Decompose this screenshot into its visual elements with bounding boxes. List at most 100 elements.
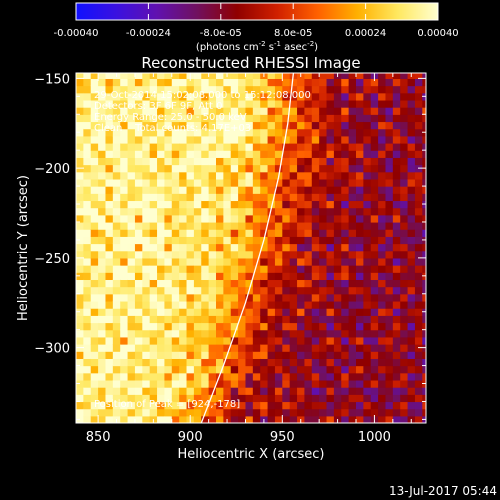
heatmap-cell [134, 221, 143, 230]
heatmap-cell [238, 344, 247, 352]
heatmap-cell [400, 300, 409, 309]
heatmap-cell [282, 336, 291, 345]
heatmap-cell [238, 415, 247, 423]
heatmap-cell [193, 107, 202, 115]
heatmap-cell [105, 272, 114, 281]
heatmap-cell [105, 186, 114, 194]
heatmap-cell [238, 351, 247, 359]
heatmap-cell [105, 229, 114, 237]
heatmap-cell [245, 193, 254, 202]
heatmap-cell [319, 322, 328, 331]
heatmap-cell [370, 236, 379, 245]
heatmap-cell [105, 221, 114, 230]
heatmap-cell [179, 178, 188, 187]
heatmap-cell [134, 135, 143, 144]
heatmap-cell [414, 78, 423, 87]
heatmap-cell [311, 279, 320, 288]
heatmap-cell [216, 358, 224, 367]
heatmap-cell [105, 322, 114, 331]
heatmap-cell [149, 92, 158, 101]
heatmap-cell [127, 107, 136, 115]
heatmap-cell [348, 401, 357, 410]
heatmap-cell [230, 351, 239, 359]
heatmap-cell [171, 229, 180, 237]
heatmap-cell [385, 128, 394, 137]
heatmap-cell [289, 193, 298, 202]
heatmap-cell [201, 257, 210, 266]
heatmap-cell [260, 193, 269, 202]
heatmap-cell [186, 351, 195, 359]
heatmap-cell [112, 178, 121, 187]
heatmap-cell [407, 351, 416, 359]
heatmap-cell [171, 78, 180, 87]
heatmap-cell [142, 286, 151, 295]
heatmap-cell [105, 365, 114, 374]
annotation-detectors: Detectors: 3F 6F 9F, Att 0 [94, 101, 222, 112]
heatmap-cell [252, 85, 261, 94]
heatmap-cell [245, 114, 254, 123]
heatmap-cell [179, 394, 188, 403]
heatmap-cell [105, 379, 114, 388]
heatmap-cell [112, 300, 121, 309]
heatmap-cell [134, 250, 143, 259]
heatmap-cell [385, 372, 394, 381]
heatmap-cell [238, 315, 247, 324]
heatmap-cell [385, 229, 394, 237]
heatmap-cell [157, 401, 166, 410]
heatmap-cell [105, 293, 114, 302]
heatmap-cell [289, 279, 298, 288]
heatmap-cell [252, 394, 261, 403]
heatmap-cell [319, 186, 328, 194]
heatmap-cell [341, 99, 350, 108]
heatmap-cell [98, 214, 107, 223]
heatmap-cell [378, 85, 387, 94]
heatmap-cell [282, 315, 291, 324]
heatmap-cell [134, 157, 143, 166]
heatmap-cell [267, 315, 276, 324]
heatmap-cell [157, 73, 166, 79]
heatmap-cell [356, 221, 364, 230]
heatmap-cell [319, 250, 328, 259]
heatmap-cell [392, 236, 401, 245]
heatmap-cell [105, 207, 114, 216]
heatmap-cell [326, 322, 335, 331]
heatmap-cell [238, 293, 247, 302]
heatmap-cell [98, 178, 107, 187]
heatmap-cell [171, 401, 180, 410]
heatmap-cell [223, 243, 232, 252]
heatmap-cell [83, 121, 92, 130]
heatmap-cell [230, 200, 239, 209]
heatmap-cell [333, 107, 342, 115]
heatmap-cell [326, 379, 335, 388]
heatmap-cell [149, 150, 158, 158]
heatmap-cell [356, 336, 364, 345]
heatmap-cell [179, 250, 188, 259]
heatmap-cell [127, 308, 136, 316]
heatmap-cell [90, 107, 99, 115]
heatmap-cell [414, 236, 423, 245]
heatmap-cell [149, 121, 158, 130]
heatmap-cell [400, 336, 409, 345]
heatmap-cell [414, 178, 423, 187]
heatmap-cell [208, 322, 217, 331]
heatmap-cell [333, 336, 342, 345]
heatmap-cell [179, 265, 188, 273]
heatmap-cell [127, 214, 136, 223]
heatmap-cell [392, 265, 401, 273]
heatmap-cell [260, 229, 269, 237]
heatmap-cell [179, 293, 188, 302]
heatmap-cell [414, 229, 423, 237]
heatmap-cell [400, 135, 409, 144]
heatmap-cell [252, 107, 261, 115]
heatmap-cell [311, 329, 320, 338]
heatmap-cell [105, 329, 114, 338]
heatmap-cell [385, 92, 394, 101]
heatmap-cell [385, 107, 394, 115]
heatmap-cell [378, 171, 387, 180]
heatmap-cell [208, 415, 217, 423]
heatmap-cell [171, 322, 180, 331]
heatmap-cell [164, 379, 173, 388]
heatmap-cell [171, 73, 180, 79]
heatmap-cell [238, 286, 247, 295]
heatmap-cell [223, 143, 232, 151]
